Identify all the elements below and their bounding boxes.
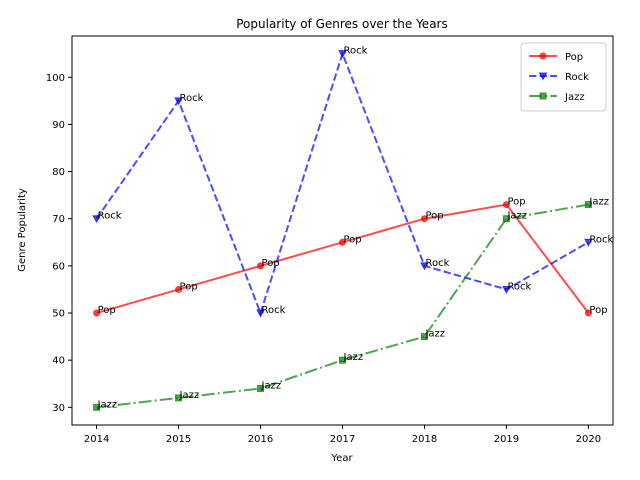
plot-area: PopPopPopPopPopPopPopRockRockRockRockRoc… [92, 46, 614, 411]
axes: 2014 2015 2016 2017 2018 2019 2020 30 40 50 60 70 80… [46, 73, 601, 445]
data-point-rock [502, 285, 511, 294]
data-label-pop: Pop [589, 305, 607, 316]
data-point-jazz [257, 384, 265, 392]
series-pop: Pop Pop Pop Pop Pop Pop Pop [93, 197, 608, 317]
data-point-jazz [584, 201, 592, 209]
y-tick-label: 80 [52, 167, 65, 178]
data-label-pop: Pop [180, 281, 198, 292]
data-point-rock [338, 50, 347, 59]
data-point-jazz [502, 215, 510, 223]
x-tick-label: 2020 [576, 434, 601, 445]
legend-item-jazz: Jazz [529, 92, 585, 103]
data-label-jazz: Jazz [179, 390, 200, 401]
data-label-rock: Rock [262, 305, 286, 316]
data-point-pop [93, 309, 101, 317]
data-label-pop: Pop [262, 258, 280, 269]
data-point-pop [175, 285, 183, 293]
data-label-jazz: Jazz [588, 197, 609, 208]
x-tick-label: 2015 [166, 434, 191, 445]
series-jazz: Jazz Jazz Jazz Jazz Jazz Jazz Jazz [93, 197, 609, 411]
data-label-rock: Rock [589, 234, 613, 245]
data-label-jazz: Jazz [343, 352, 364, 363]
data-label-jazz: Jazz [97, 399, 118, 410]
legend-label-rock: Rock [565, 72, 589, 83]
legend-label-pop: Pop [565, 52, 583, 63]
data-label-pop: Pop [507, 197, 525, 208]
data-label-rock: Rock [180, 93, 204, 104]
x-tick-label: 2017 [330, 434, 355, 445]
data-point-pop [339, 238, 346, 246]
y-axis-label: Genre Popularity [17, 188, 28, 272]
data-point-pop [502, 201, 510, 209]
y-tick-label: 40 [52, 356, 65, 367]
x-tick-label: 2018 [412, 434, 437, 445]
y-tick-label: 90 [52, 120, 65, 131]
legend-label-jazz: Jazz [564, 92, 585, 103]
data-label-jazz: Jazz [424, 329, 445, 340]
data-point-rock [92, 215, 101, 224]
legend-marker-jazz [539, 92, 547, 100]
data-label-rock: Rock [507, 281, 531, 292]
legend-item-rock: Rock [529, 72, 589, 83]
x-tick-label: 2016 [248, 434, 273, 445]
data-label-pop: Pop [344, 234, 362, 245]
data-label-jazz: Jazz [506, 211, 527, 222]
legend-marker-pop [539, 52, 547, 60]
data-point-jazz [339, 356, 346, 364]
data-label-pop: Pop [425, 211, 443, 222]
x-tick-label: 2019 [494, 434, 519, 445]
data-point-jazz [420, 333, 428, 341]
data-point-pop [420, 215, 428, 223]
y-tick-label: 100 [46, 73, 65, 84]
data-label-pop: Pop [98, 305, 116, 316]
data-point-rock [174, 97, 183, 106]
data-point-pop [257, 262, 265, 270]
y-tick-label: 50 [52, 309, 65, 320]
data-point-jazz [93, 403, 101, 411]
legend-item-pop: Pop [529, 52, 583, 63]
data-label-rock: Rock [344, 46, 368, 57]
legend-marker-rock [538, 72, 548, 81]
x-tick-label: 2014 [84, 434, 109, 445]
y-tick-label: 30 [52, 403, 65, 414]
data-point-pop [584, 309, 592, 317]
data-point-jazz [175, 394, 183, 402]
series-rock: Rock Rock Rock Rock Rock Rock Rock [92, 46, 614, 318]
data-label-jazz: Jazz [261, 380, 282, 391]
data-point-rock [256, 309, 265, 318]
legend: Pop Rock Jazz [520, 42, 607, 112]
data-point-rock [420, 262, 429, 271]
chart-title: Popularity of Genres over the Years [236, 17, 447, 31]
x-axis-label: Year [330, 453, 353, 464]
data-point-rock [584, 238, 593, 247]
y-tick-label: 70 [52, 214, 65, 225]
data-label-rock: Rock [98, 211, 122, 222]
y-tick-label: 60 [52, 261, 65, 272]
data-label-rock: Rock [425, 258, 449, 269]
